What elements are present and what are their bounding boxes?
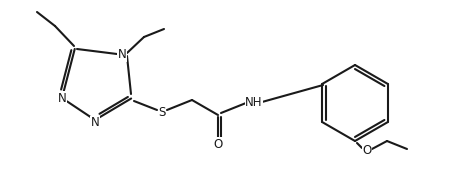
Text: N: N bbox=[118, 48, 126, 62]
Text: O: O bbox=[213, 137, 222, 151]
Text: NH: NH bbox=[245, 96, 263, 108]
Text: S: S bbox=[158, 106, 166, 120]
Text: O: O bbox=[362, 145, 371, 157]
Text: N: N bbox=[91, 116, 99, 130]
Text: N: N bbox=[58, 92, 67, 104]
